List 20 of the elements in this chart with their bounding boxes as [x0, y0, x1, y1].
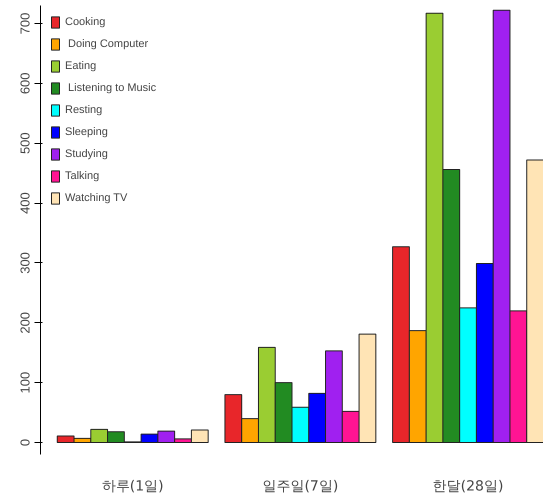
y-tick-label: 700 [18, 12, 32, 34]
y-tick-label: 200 [18, 312, 32, 334]
y-tick-label: 400 [18, 192, 32, 214]
y-tick-label: 100 [18, 372, 32, 394]
legend-label: Eating [65, 60, 96, 72]
legend-label: Studying [65, 148, 108, 160]
legend-label: Sleeping [65, 126, 108, 138]
y-tick-label: 300 [18, 252, 32, 274]
legend-label: Cooking [65, 16, 106, 28]
legend-label: Listening to Music [67, 82, 156, 94]
legend-label: Watching TV [65, 192, 128, 204]
x-tick-label: 한달(28일) [432, 478, 504, 494]
legend-label: Doing Computer [67, 38, 148, 50]
y-tick-label: 500 [18, 132, 32, 154]
legend-label: Talking [65, 170, 100, 182]
legend-label: Resting [65, 104, 102, 116]
x-tick-label: 일주일(7일) [262, 478, 338, 494]
y-tick-label: 0 [18, 438, 32, 446]
x-tick-label: 하루(1일) [102, 478, 164, 494]
y-tick-label: 600 [18, 72, 32, 94]
